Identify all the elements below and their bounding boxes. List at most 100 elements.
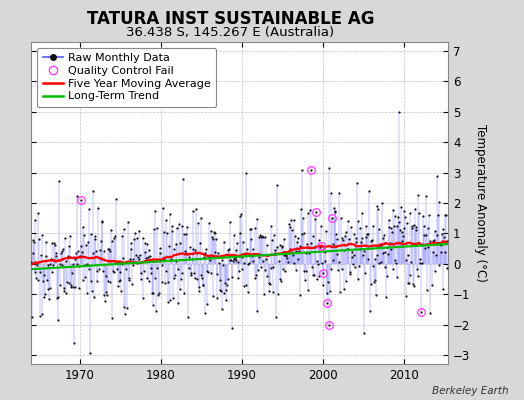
Point [223,247,232,253]
Point [107,238,116,244]
Point [334,267,342,273]
Point [43,286,52,292]
Point [157,257,165,263]
Point [37,311,46,318]
Point [27,259,36,265]
Point [239,260,248,266]
Point [149,290,157,296]
Point [95,266,103,272]
Point [129,262,137,268]
Point [429,249,438,256]
Point [286,246,294,252]
Point [59,246,67,252]
Point [269,289,277,295]
Point [71,256,80,262]
Point [35,312,43,319]
Point [190,270,198,277]
Point [277,243,286,250]
Point [168,228,177,235]
Point [178,223,187,230]
Point [77,197,85,203]
Point [319,282,327,288]
Point [383,273,391,279]
Point [170,245,179,252]
Point [85,206,94,212]
Point [215,260,223,266]
Point [38,232,47,238]
Point [320,245,328,251]
Point [325,321,334,328]
Point [327,266,335,272]
Point [125,275,134,282]
Point [122,259,130,266]
Point [414,273,422,279]
Point [177,275,185,282]
Point [386,240,394,246]
Point [359,248,368,254]
Point [385,216,394,223]
Point [195,287,203,294]
Point [351,264,359,271]
Point [372,292,380,298]
Point [304,287,313,293]
Point [102,273,111,280]
Legend: Raw Monthly Data, Quality Control Fail, Five Year Moving Average, Long-Term Tren: Raw Monthly Data, Quality Control Fail, … [37,48,216,107]
Point [72,250,80,256]
Point [64,243,73,250]
Point [221,297,230,303]
Point [339,237,347,244]
Point [337,266,346,272]
Point [409,281,417,287]
Point [404,252,412,258]
Point [152,265,161,271]
Point [428,281,436,288]
Point [293,234,302,241]
Point [234,259,243,265]
Point [257,234,266,240]
Point [174,266,182,272]
Point [332,230,340,237]
Point [410,222,419,228]
Point [416,260,424,266]
Point [176,286,184,292]
Point [343,246,352,253]
Point [442,212,450,218]
Point [413,192,422,198]
Point [430,237,438,243]
Point [355,245,364,252]
Point [395,218,403,225]
Point [379,235,388,241]
Point [133,260,141,266]
Point [40,272,48,278]
Point [110,269,118,276]
Point [319,270,328,276]
Point [308,233,316,240]
Point [233,240,241,246]
Point [152,307,160,314]
Point [421,245,429,252]
Point [293,238,301,245]
Point [442,237,451,244]
Point [335,259,344,266]
Point [251,225,259,232]
Point [53,294,61,301]
Point [145,247,153,253]
Point [440,233,448,240]
Point [307,166,315,173]
Point [267,222,275,229]
Point [274,244,282,250]
Point [219,262,227,268]
Point [54,294,62,301]
Point [82,242,90,248]
Point [93,278,101,284]
Point [163,230,171,236]
Point [265,288,274,294]
Point [127,246,135,252]
Point [143,275,151,281]
Text: TATURA INST SUSTAINABLE AG: TATURA INST SUSTAINABLE AG [87,10,374,28]
Point [303,210,312,216]
Point [154,225,162,231]
Point [241,250,249,256]
Point [322,228,330,234]
Point [390,257,399,263]
